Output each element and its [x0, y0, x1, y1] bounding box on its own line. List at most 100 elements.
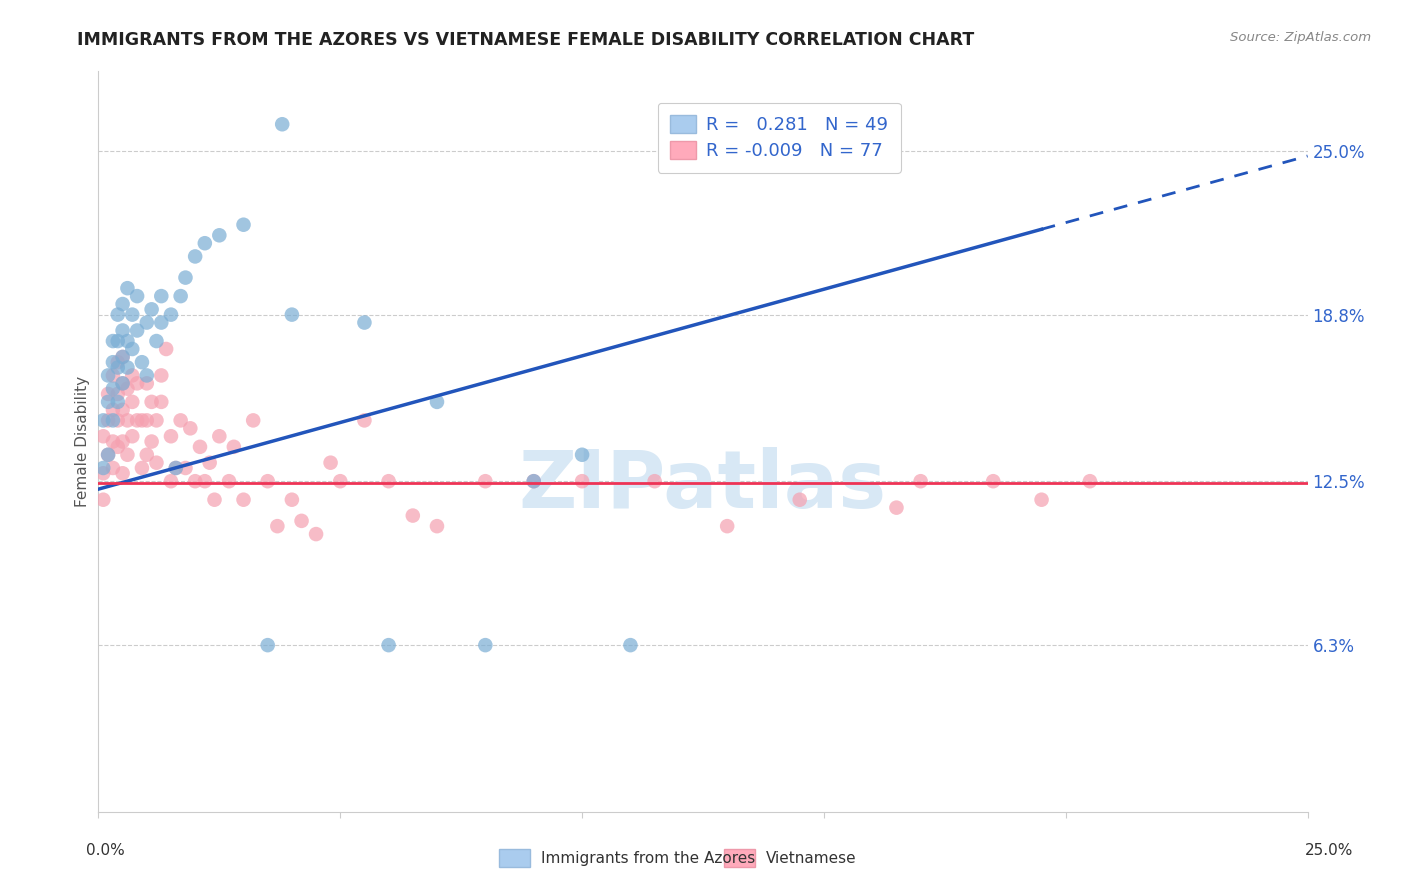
Point: [474, 474, 496, 488]
Point: [107, 413, 129, 427]
Point: [97, 448, 120, 462]
Point: [135, 448, 157, 462]
Legend: R =   0.281   N = 49, R = -0.009   N = 77: R = 0.281 N = 49, R = -0.009 N = 77: [658, 103, 901, 173]
Point: [169, 289, 191, 303]
Point: [111, 467, 134, 481]
Point: [117, 281, 139, 295]
Point: [111, 376, 134, 391]
Point: [353, 316, 375, 330]
Point: [571, 448, 593, 462]
Point: [91, 492, 114, 507]
Point: [107, 334, 129, 348]
Point: [266, 519, 288, 533]
Point: [150, 395, 173, 409]
Point: [523, 474, 546, 488]
Point: [97, 368, 120, 383]
Point: [886, 500, 908, 515]
Point: [117, 413, 139, 427]
Point: [160, 474, 183, 488]
Point: [107, 440, 129, 454]
Point: [179, 421, 201, 435]
Point: [121, 429, 143, 443]
Point: [141, 434, 163, 449]
Point: [305, 527, 328, 541]
Point: [121, 342, 143, 356]
Point: [97, 448, 120, 462]
Point: [218, 474, 240, 488]
Point: [208, 429, 231, 443]
Point: [91, 429, 114, 443]
Point: [135, 368, 157, 383]
Point: [426, 395, 449, 409]
Point: [91, 467, 114, 481]
Point: [131, 461, 153, 475]
Point: [91, 413, 114, 427]
Point: [117, 382, 139, 396]
Point: [131, 413, 153, 427]
Text: IMMIGRANTS FROM THE AZORES VS VIETNAMESE FEMALE DISABILITY CORRELATION CHART: IMMIGRANTS FROM THE AZORES VS VIETNAMESE…: [77, 31, 974, 49]
Point: [174, 270, 197, 285]
Point: [101, 368, 124, 383]
Text: Immigrants from the Azores: Immigrants from the Azores: [541, 851, 755, 865]
Point: [155, 342, 177, 356]
Point: [127, 324, 149, 338]
Text: 0.0%: 0.0%: [86, 843, 125, 858]
Point: [131, 355, 153, 369]
Point: [101, 334, 124, 348]
Point: [97, 395, 120, 409]
Point: [107, 355, 129, 369]
Point: [160, 429, 183, 443]
Point: [194, 236, 217, 251]
Point: [97, 413, 120, 427]
Point: [141, 302, 163, 317]
Point: [789, 492, 811, 507]
Point: [111, 297, 134, 311]
Text: ZIPatlas: ZIPatlas: [519, 447, 887, 525]
Text: Source: ZipAtlas.com: Source: ZipAtlas.com: [1230, 31, 1371, 45]
Point: [644, 474, 666, 488]
Point: [150, 316, 173, 330]
Point: [1078, 474, 1101, 488]
Point: [127, 289, 149, 303]
Point: [145, 413, 167, 427]
Point: [319, 456, 342, 470]
Point: [107, 387, 129, 401]
Point: [91, 461, 114, 475]
Point: [135, 413, 157, 427]
Y-axis label: Female Disability: Female Disability: [75, 376, 90, 508]
Point: [117, 334, 139, 348]
Point: [194, 474, 217, 488]
Point: [377, 638, 399, 652]
Point: [121, 308, 143, 322]
Point: [101, 413, 124, 427]
Point: [184, 250, 207, 264]
Point: [174, 461, 197, 475]
Point: [256, 474, 278, 488]
Point: [329, 474, 352, 488]
Point: [135, 316, 157, 330]
Point: [101, 402, 124, 417]
Point: [353, 413, 375, 427]
Point: [97, 387, 120, 401]
Point: [281, 492, 304, 507]
Point: [107, 395, 129, 409]
Point: [150, 368, 173, 383]
Point: [150, 289, 173, 303]
Point: [111, 350, 134, 364]
Text: Vietnamese: Vietnamese: [766, 851, 856, 865]
Point: [165, 461, 187, 475]
Point: [184, 474, 207, 488]
Point: [204, 492, 226, 507]
Point: [127, 376, 149, 391]
Point: [101, 434, 124, 449]
Point: [111, 402, 134, 417]
Point: [198, 456, 221, 470]
Point: [290, 514, 312, 528]
Point: [117, 448, 139, 462]
Point: [1031, 492, 1053, 507]
Point: [402, 508, 425, 523]
Point: [271, 117, 294, 131]
Point: [281, 308, 304, 322]
Point: [127, 413, 149, 427]
Point: [165, 461, 187, 475]
